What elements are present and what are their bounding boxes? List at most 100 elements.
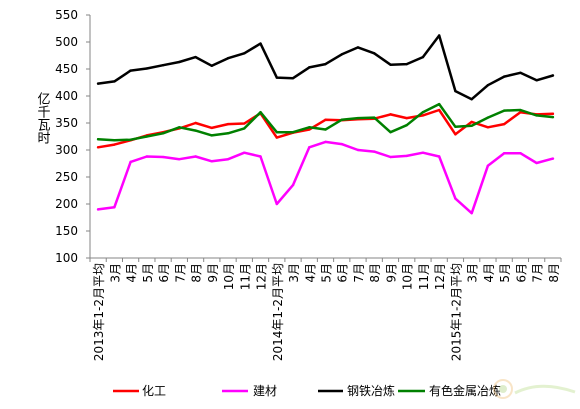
data-point-building-materials (308, 146, 311, 149)
data-point-nonferrous (519, 108, 522, 112)
series-line-building-materials (96, 140, 555, 215)
legend-item-steel: 钢铁冶炼 (318, 383, 395, 398)
x-tick-label: 4月 (303, 263, 317, 283)
data-point-steel (178, 60, 181, 64)
data-point-steel (340, 53, 343, 56)
data-point-building-materials (421, 151, 425, 154)
data-point-steel (161, 64, 165, 67)
data-point-building-materials (437, 155, 441, 158)
data-point-chemical (470, 120, 473, 124)
data-point-chemical (437, 108, 441, 112)
legend-label: 建材 (253, 384, 277, 398)
series-building-materials (96, 140, 555, 215)
data-point-chemical (421, 114, 425, 117)
data-point-nonferrous (129, 138, 132, 141)
x-tick-label: 8月 (368, 263, 382, 283)
x-tick-label: 2015年1-2月平均 (449, 263, 463, 361)
data-point-nonferrous (437, 102, 441, 106)
watermark-ring (493, 379, 513, 399)
data-point-chemical (275, 136, 278, 139)
data-point-nonferrous (308, 126, 311, 129)
data-point-building-materials (373, 150, 376, 153)
data-point-nonferrous (96, 138, 100, 141)
x-tick-label: 6月 (157, 263, 171, 283)
watermark-dot (499, 385, 507, 393)
x-tick-label: 9月 (384, 263, 398, 283)
x-tick-label: 11月 (238, 263, 252, 290)
data-point-steel (437, 34, 441, 37)
data-point-chemical (96, 146, 100, 149)
data-point-steel (308, 66, 311, 69)
series-line-nonferrous (96, 102, 555, 142)
x-tick-label: 10月 (222, 263, 236, 290)
data-point-chemical (308, 128, 311, 131)
data-point-building-materials (161, 155, 165, 159)
data-point-chemical (502, 122, 506, 126)
x-tick-label: 4月 (482, 263, 496, 283)
x-tick-label: 11月 (417, 263, 431, 290)
series-steel (96, 34, 555, 101)
watermark-logo (493, 379, 576, 399)
data-point-chemical (113, 143, 116, 146)
data-point-steel (373, 52, 376, 55)
data-point-building-materials (210, 160, 214, 163)
legend-label: 化工 (142, 384, 166, 398)
data-point-chemical (194, 121, 197, 125)
data-point-nonferrous (161, 132, 165, 135)
x-tick-label: 7月 (352, 263, 366, 283)
data-point-nonferrous (389, 130, 392, 134)
data-point-building-materials (145, 155, 149, 158)
data-point-building-materials (356, 148, 360, 152)
data-point-nonferrous (194, 129, 197, 132)
data-point-building-materials (535, 161, 538, 165)
data-point-steel (535, 79, 538, 82)
y-tick-label: 400 (55, 89, 78, 103)
data-point-building-materials (389, 155, 392, 159)
legend-item-chemical: 化工 (113, 384, 166, 398)
data-point-steel (291, 76, 295, 80)
data-point-chemical (454, 133, 457, 136)
watermark-swoosh (514, 384, 576, 395)
data-point-nonferrous (178, 126, 181, 129)
data-point-steel (226, 57, 230, 60)
data-point-building-materials (551, 157, 555, 160)
x-tick-label: 8月 (190, 263, 204, 283)
y-tick-label: 450 (55, 62, 78, 76)
data-point-building-materials (454, 197, 457, 200)
y-axis: 100 150 200 250 300 350 400 450 500 550 (55, 8, 91, 265)
data-point-nonferrous (486, 116, 490, 119)
x-tick-label: 7月 (531, 263, 545, 283)
series-line-steel (96, 34, 555, 101)
data-point-nonferrous (470, 124, 473, 127)
data-point-building-materials (96, 208, 100, 211)
data-point-building-materials (178, 157, 181, 161)
data-point-building-materials (405, 154, 408, 158)
data-point-steel (275, 76, 278, 79)
legend-item-nonferrous: 有色金属冶炼 (398, 383, 501, 398)
y-tick-label: 100 (55, 251, 78, 265)
data-point-nonferrous (275, 130, 278, 134)
data-point-steel (243, 52, 246, 55)
y-tick-label: 550 (55, 8, 78, 22)
y-axis-title: 亿千瓦时 (35, 92, 51, 144)
data-point-building-materials (243, 151, 246, 154)
data-point-building-materials (502, 152, 506, 155)
data-point-steel (96, 82, 100, 85)
data-point-chemical (324, 118, 327, 121)
data-point-nonferrous (226, 132, 230, 135)
data-point-chemical (486, 126, 490, 129)
data-point-chemical (551, 112, 555, 116)
x-tick-label: 5月 (320, 263, 334, 283)
data-point-chemical (243, 122, 246, 125)
data-point-nonferrous (340, 118, 343, 121)
series-nonferrous (96, 102, 555, 142)
data-point-steel (454, 89, 457, 93)
y-tick-label: 250 (55, 170, 78, 184)
data-point-steel (194, 55, 197, 59)
data-point-building-materials (324, 140, 327, 144)
y-tick-label: 500 (55, 35, 78, 49)
data-point-nonferrous (421, 111, 425, 114)
legend: 化工 建材 钢铁冶炼 有色金属冶炼 (113, 383, 501, 398)
x-tick-label: 9月 (206, 263, 220, 283)
